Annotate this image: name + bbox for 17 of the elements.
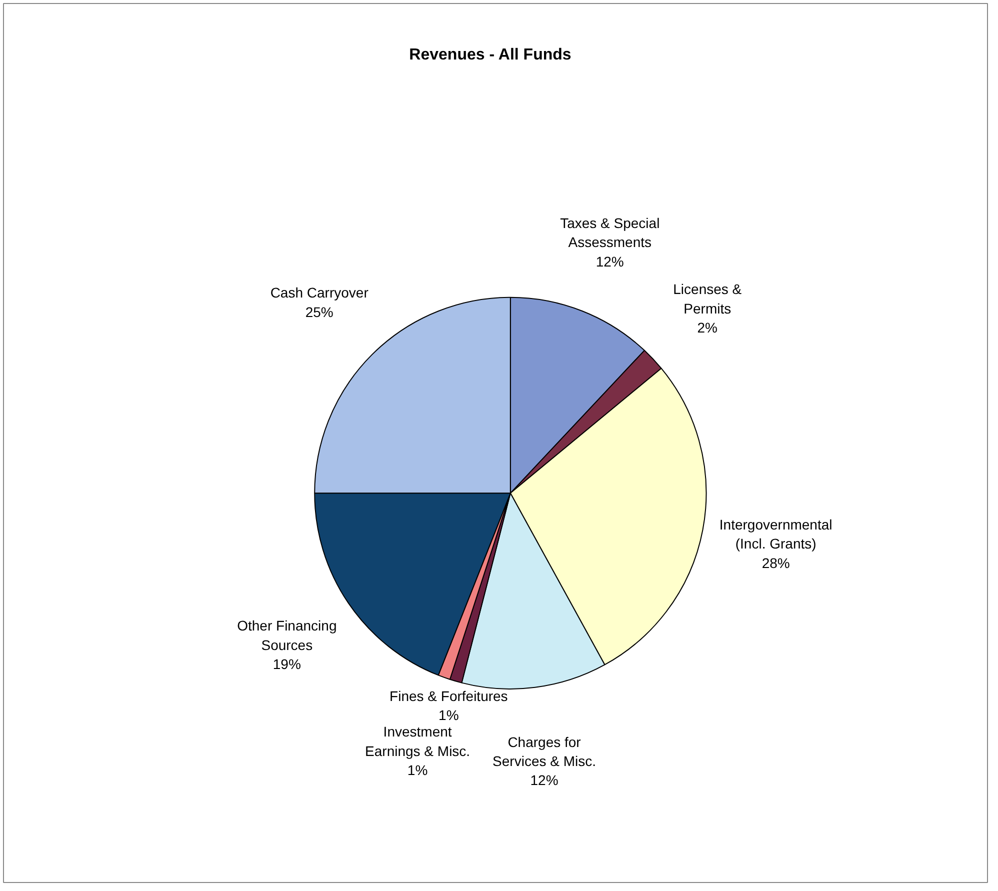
data-label: 1%: [407, 762, 428, 778]
slice-label: Other Financing Sources: [237, 618, 337, 653]
data-label: 19%: [272, 656, 301, 672]
data-label: 12%: [596, 253, 624, 270]
slice-label: Taxes & Special Assessments: [560, 214, 660, 250]
slice-label: Charges for Services & Misc.: [492, 734, 596, 770]
data-label: 28%: [762, 554, 790, 571]
chart-title: Revenues - All Funds: [409, 46, 572, 64]
data-label: 1%: [438, 707, 459, 724]
slice-label: Fines & Forfeitures: [390, 688, 508, 704]
data-label: 12%: [530, 772, 558, 788]
data-label: 25%: [305, 304, 334, 320]
slice-label: Investment Earnings & Misc.: [365, 724, 470, 759]
slice-label: Cash Carryover: [270, 284, 369, 301]
data-label: 2%: [697, 320, 718, 336]
slice-label: Licenses & Permits: [673, 281, 742, 316]
slice-label: Intergovernmental (Incl. Grants): [719, 516, 832, 552]
